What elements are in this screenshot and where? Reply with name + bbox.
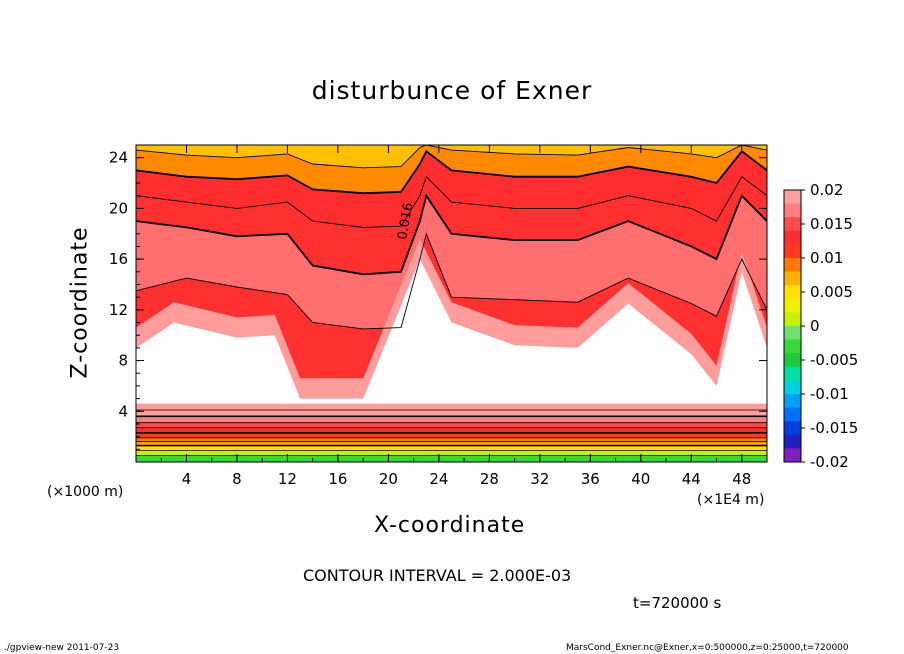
colorbar-segment	[784, 353, 801, 368]
top-band	[136, 145, 767, 194]
colorbar-segment	[784, 244, 801, 259]
colorbar-tick-label: -0.015	[810, 419, 858, 437]
colorbar-segment	[784, 326, 801, 341]
x-tick-label: 16	[328, 470, 347, 488]
contour-interval: CONTOUR INTERVAL = 2.000E-03	[303, 566, 572, 585]
x-axis-label: X-coordinate	[374, 513, 526, 538]
colorbar-segment	[784, 217, 801, 232]
x-unit-left: (×1000 m)	[47, 484, 124, 500]
bottom-band-green	[136, 455, 767, 462]
x-tick-label: 36	[581, 470, 600, 488]
colorbar-segment	[784, 203, 801, 218]
colorbar-tick-label: 0.015	[810, 215, 853, 233]
colorbar-tick-label: 0.02	[810, 181, 843, 199]
colorbar-segment	[784, 448, 801, 463]
white-region	[136, 259, 767, 404]
x-tick-label: 32	[530, 470, 549, 488]
colorbar-tick-label: 0	[810, 317, 820, 335]
colorbar-segment	[784, 190, 801, 205]
contour-line-top	[136, 145, 767, 169]
contour-line-top	[136, 149, 767, 195]
contour-line-top	[136, 232, 767, 330]
x-tick-label: 28	[480, 470, 499, 488]
top-band	[136, 145, 767, 168]
colorbar-tick-label: -0.02	[810, 453, 849, 471]
x-tick-label: 4	[182, 470, 192, 488]
x-tick-label: 20	[379, 470, 398, 488]
plot-area: 0.016	[136, 145, 767, 462]
colorbar-segment	[784, 394, 801, 409]
x-tick-label: 44	[682, 470, 701, 488]
colorbar-segment	[784, 407, 801, 422]
y-tick-label: 16	[109, 250, 128, 268]
contour-label: 0.016	[395, 202, 416, 241]
y-tick-label: 4	[118, 402, 128, 420]
y-tick-label: 24	[109, 149, 128, 167]
x-tick-label: 24	[429, 470, 448, 488]
x-unit-right: (×1E4 m)	[697, 492, 765, 508]
colorbar-segment	[784, 434, 801, 449]
colorbar-segment	[784, 380, 801, 395]
footer-right: MarsCond_Exner.nc@Exner,x=0:500000,z=0:2…	[566, 643, 849, 653]
y-tick-label: 20	[109, 199, 128, 217]
y-tick-label: 8	[118, 352, 128, 370]
colorbar-tick-label: -0.01	[810, 385, 849, 403]
x-tick-label: 48	[732, 470, 751, 488]
contour-line-top	[136, 193, 767, 276]
colorbar-segment	[784, 230, 801, 245]
x-tick-label: 12	[278, 470, 297, 488]
plot-frame	[135, 144, 768, 463]
colorbar-segment	[784, 339, 801, 354]
colorbar-tick-label: -0.005	[810, 351, 858, 369]
colorbar-segment	[784, 312, 801, 327]
colorbar-tick-label: 0.01	[810, 249, 843, 267]
colorbar-segment	[784, 271, 801, 286]
footer-left: ./gpview-new 2011-07-23	[4, 643, 120, 653]
colorbar-segment	[784, 285, 801, 300]
contour-line-top	[136, 175, 767, 228]
y-tick-label: 12	[109, 301, 128, 319]
chart-title: disturbunce of Exner	[311, 76, 593, 105]
x-tick-label: 8	[232, 470, 242, 488]
colorbar-segment	[784, 421, 801, 436]
colorbar-segment	[784, 298, 801, 313]
colorbar-tick-label: 0.005	[810, 283, 853, 301]
colorbar-segment	[784, 258, 801, 273]
x-tick-label: 40	[631, 470, 650, 488]
time-label: t=720000 s	[633, 594, 722, 612]
colorbar-segment	[784, 366, 801, 381]
